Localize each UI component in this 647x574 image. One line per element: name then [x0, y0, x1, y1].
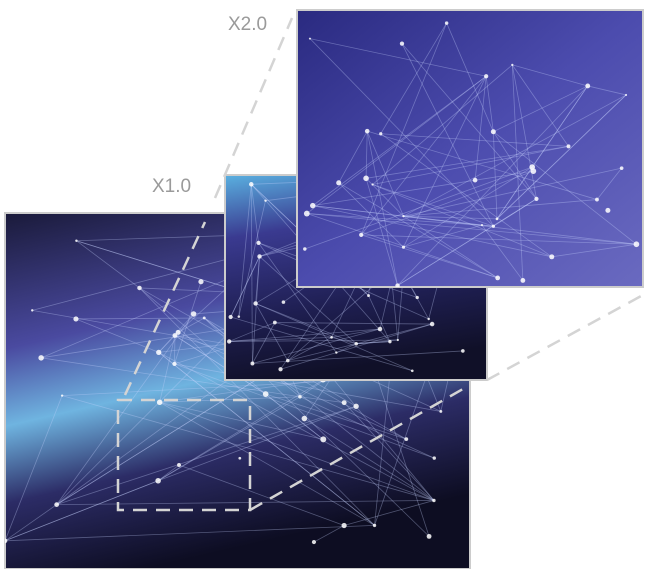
network-node	[367, 294, 370, 297]
network-node	[404, 437, 408, 441]
network-node	[61, 394, 63, 396]
network-node	[371, 183, 373, 185]
network-node	[461, 349, 465, 353]
network-node	[433, 456, 436, 459]
network-node	[495, 276, 500, 281]
network-node	[473, 178, 478, 183]
network-node	[388, 340, 391, 343]
network-node	[155, 478, 161, 484]
network-node	[549, 254, 554, 259]
network-node	[173, 333, 178, 338]
network-node	[156, 350, 161, 355]
network-node	[445, 21, 448, 24]
network-node	[427, 534, 432, 539]
network-node	[359, 233, 363, 237]
network-node	[354, 342, 358, 346]
network-node	[227, 339, 231, 343]
network-node	[75, 239, 77, 241]
zoom-label: X1.0	[152, 176, 191, 197]
network-node	[342, 523, 347, 528]
network-node	[520, 278, 525, 283]
network-node	[3, 538, 8, 543]
network-node	[31, 309, 33, 311]
network-node	[298, 395, 302, 399]
network-node	[286, 359, 290, 363]
top-panel	[297, 10, 643, 287]
network-node	[229, 315, 233, 319]
network-node	[365, 129, 370, 134]
network-node	[250, 362, 254, 366]
network-node	[336, 180, 341, 185]
network-node	[416, 296, 419, 299]
network-node	[634, 241, 640, 247]
network-node	[273, 321, 277, 325]
network-node	[373, 524, 376, 527]
network-node	[432, 499, 435, 502]
network-node	[256, 241, 260, 245]
network-node	[253, 301, 257, 305]
network-node	[38, 355, 44, 361]
network-node	[137, 286, 142, 291]
network-node	[191, 311, 196, 316]
network-node	[439, 410, 442, 413]
connector	[487, 295, 643, 380]
network-node	[203, 317, 206, 320]
network-node	[304, 211, 310, 217]
network-node	[310, 203, 315, 208]
network-node	[620, 166, 624, 170]
network-node	[335, 351, 337, 353]
network-node	[177, 463, 181, 467]
network-node	[363, 176, 369, 182]
network-node	[496, 217, 499, 220]
network-node	[511, 64, 513, 66]
network-node	[157, 400, 162, 405]
network-node	[492, 225, 495, 228]
network-node	[605, 208, 610, 213]
network-node	[595, 198, 599, 202]
network-node	[312, 540, 316, 544]
network-node	[411, 369, 414, 372]
network-node	[249, 182, 254, 187]
network-node	[491, 129, 496, 134]
network-node	[73, 316, 78, 321]
network-node	[172, 362, 176, 366]
network-node	[302, 416, 308, 422]
network-node	[264, 199, 266, 201]
network-node	[54, 502, 59, 507]
network-node	[402, 246, 405, 249]
network-node	[278, 367, 282, 371]
network-node	[378, 327, 383, 332]
network-node	[379, 132, 382, 135]
network-node	[484, 74, 488, 78]
network-node	[353, 404, 358, 409]
network-node	[427, 318, 429, 320]
network-node	[402, 215, 404, 217]
network-node	[534, 197, 538, 201]
network-node	[400, 42, 404, 46]
network-node	[238, 457, 241, 460]
network-node	[257, 254, 261, 258]
zoom-label: X2.0	[228, 14, 267, 35]
network-node	[320, 436, 326, 442]
connector	[215, 18, 292, 198]
network-node	[342, 400, 347, 405]
network-node	[238, 315, 241, 318]
network-node	[198, 279, 203, 284]
network-node	[585, 84, 590, 89]
network-node	[529, 164, 535, 170]
network-node	[282, 300, 286, 304]
network-node	[625, 94, 627, 96]
network-node	[481, 224, 483, 226]
network-node	[263, 391, 269, 397]
network-node	[309, 38, 311, 40]
network-node	[330, 336, 333, 339]
network-node	[397, 339, 399, 341]
network-node	[303, 247, 306, 250]
network-node	[430, 322, 435, 327]
network-node	[567, 144, 571, 148]
